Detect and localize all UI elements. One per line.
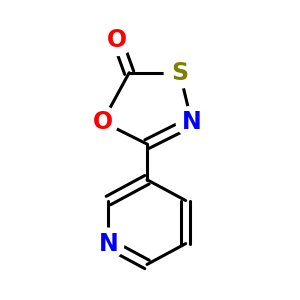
Circle shape: [164, 57, 195, 88]
Text: N: N: [98, 232, 118, 256]
Circle shape: [93, 228, 124, 259]
Text: S: S: [171, 61, 188, 85]
Circle shape: [176, 106, 207, 137]
Text: O: O: [92, 110, 112, 134]
Text: N: N: [182, 110, 202, 134]
Circle shape: [87, 106, 118, 137]
Circle shape: [102, 25, 133, 56]
Text: O: O: [107, 28, 128, 52]
